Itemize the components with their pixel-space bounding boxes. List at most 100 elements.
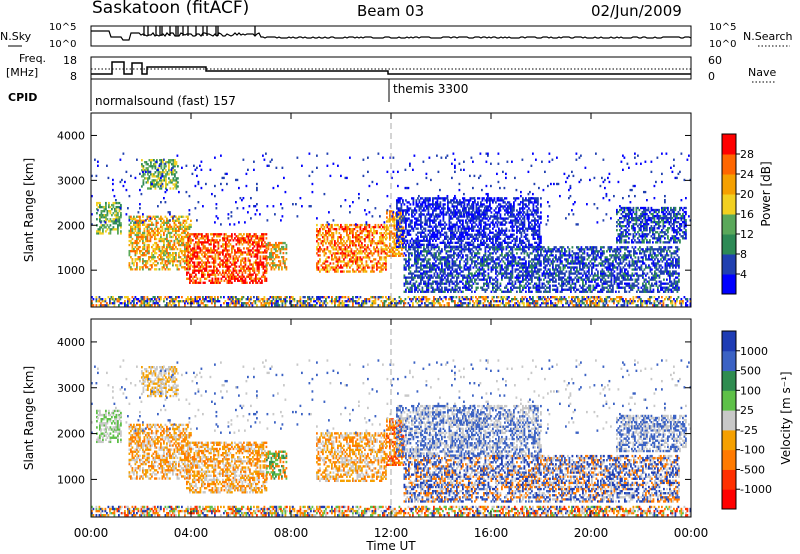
power-cell bbox=[403, 276, 406, 279]
power-cell bbox=[442, 290, 445, 293]
power-cell bbox=[592, 262, 595, 265]
power-cell bbox=[102, 230, 104, 233]
power-cell bbox=[655, 284, 658, 287]
power-cell bbox=[160, 229, 162, 233]
power-cell bbox=[510, 256, 512, 259]
power-cell bbox=[161, 245, 164, 249]
power-cell bbox=[187, 237, 190, 240]
power-cell bbox=[346, 229, 348, 233]
power-cell bbox=[234, 259, 236, 262]
power-cell bbox=[223, 237, 226, 240]
power-cell bbox=[558, 256, 560, 259]
power-cell bbox=[374, 225, 377, 229]
power-cell bbox=[249, 245, 251, 248]
power-cell bbox=[426, 276, 428, 279]
power-cell bbox=[264, 255, 266, 258]
power-cell bbox=[414, 290, 416, 293]
power-cell bbox=[198, 247, 200, 250]
power-cell bbox=[365, 254, 368, 257]
power-cell bbox=[269, 243, 271, 247]
power-cell bbox=[507, 258, 509, 261]
power-cell bbox=[168, 173, 170, 176]
power-cell bbox=[561, 286, 563, 289]
power-cell bbox=[155, 219, 158, 222]
power-cell bbox=[172, 251, 174, 255]
power-cell bbox=[316, 229, 318, 233]
power-cell bbox=[130, 249, 132, 253]
power-cell bbox=[373, 227, 375, 231]
power-cell bbox=[418, 252, 421, 255]
power-cell bbox=[478, 266, 481, 269]
power-cell bbox=[161, 225, 164, 229]
power-cell bbox=[258, 267, 260, 270]
power-cell bbox=[561, 248, 563, 251]
power-cell bbox=[642, 248, 644, 251]
power-cell bbox=[262, 267, 265, 270]
power-cell bbox=[666, 250, 668, 253]
power-cell bbox=[535, 270, 538, 273]
power-cell bbox=[253, 255, 256, 258]
power-cell bbox=[501, 268, 503, 271]
power-cell bbox=[188, 243, 191, 247]
power-cell bbox=[331, 238, 333, 241]
power-cell bbox=[418, 254, 421, 257]
power-cell bbox=[597, 270, 599, 273]
power-cell bbox=[519, 284, 521, 287]
power-cell bbox=[166, 221, 168, 224]
power-cell bbox=[356, 262, 359, 265]
power-cell bbox=[649, 258, 652, 261]
power-cell bbox=[152, 243, 155, 247]
power-cell bbox=[364, 252, 366, 255]
power-cell bbox=[474, 280, 476, 283]
power-cell bbox=[675, 288, 677, 291]
power-cell bbox=[148, 256, 150, 259]
power-cell bbox=[396, 252, 399, 255]
power-cell bbox=[219, 251, 221, 254]
power-cell bbox=[529, 264, 532, 267]
power-cell bbox=[469, 280, 472, 283]
power-cell bbox=[350, 227, 353, 231]
power-cell bbox=[165, 161, 167, 164]
power-cell bbox=[406, 276, 409, 279]
power-cell bbox=[115, 228, 118, 231]
power-cell bbox=[544, 266, 547, 269]
power-cell bbox=[576, 266, 578, 269]
power-cell bbox=[516, 274, 518, 277]
power-cell bbox=[207, 255, 209, 258]
power-cell bbox=[134, 239, 137, 243]
power-cell bbox=[151, 179, 154, 182]
power-cell bbox=[616, 262, 619, 265]
power-cell bbox=[547, 260, 550, 263]
power-cell bbox=[613, 264, 616, 267]
power-cell bbox=[172, 258, 174, 261]
power-cell bbox=[222, 265, 224, 268]
power-cell bbox=[205, 235, 208, 238]
power-cell bbox=[442, 268, 445, 271]
power-cell bbox=[408, 252, 410, 255]
power-cell bbox=[155, 229, 158, 233]
power-cell bbox=[365, 246, 368, 249]
power-cell bbox=[169, 179, 172, 182]
power-cell bbox=[456, 282, 458, 285]
power-cell bbox=[141, 165, 143, 168]
power-cell bbox=[329, 225, 332, 229]
power-cell bbox=[365, 225, 368, 229]
power-cell bbox=[441, 270, 443, 273]
power-cell bbox=[358, 258, 360, 261]
power-cell bbox=[574, 262, 577, 265]
power-cell bbox=[225, 237, 227, 240]
power-cell bbox=[645, 284, 647, 287]
power-cell bbox=[490, 290, 493, 293]
power-cell bbox=[622, 278, 625, 281]
power-cell bbox=[393, 238, 396, 241]
power-cell bbox=[513, 254, 515, 257]
power-cell bbox=[395, 232, 397, 235]
power-cell bbox=[281, 247, 283, 251]
power-cell bbox=[522, 250, 524, 253]
power-cell bbox=[451, 272, 454, 275]
power-cell bbox=[456, 258, 458, 261]
power-cell bbox=[380, 232, 383, 235]
power-cell bbox=[480, 248, 482, 251]
power-cell bbox=[389, 220, 391, 223]
power-cell bbox=[573, 282, 575, 285]
